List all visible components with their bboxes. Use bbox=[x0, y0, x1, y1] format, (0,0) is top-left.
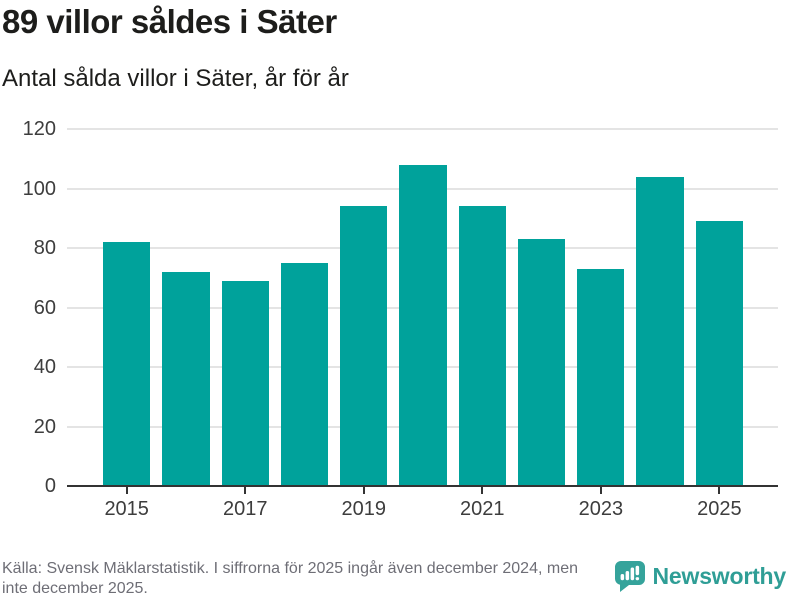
chart-title: 89 villor såldes i Säter bbox=[2, 3, 337, 40]
x-tick-label-2021: 2021 bbox=[460, 498, 505, 520]
bar-2023 bbox=[577, 268, 625, 486]
newsworthy-brand: Newsworthy bbox=[614, 561, 787, 592]
plot-area bbox=[67, 128, 778, 494]
source-note: Källa: Svensk Mäklarstatistik. I siffror… bbox=[2, 560, 578, 597]
x-tick-label-2023: 2023 bbox=[578, 498, 624, 520]
y-tick-label-0: 0 bbox=[44, 475, 56, 497]
gridline-120 bbox=[67, 128, 778, 130]
bar-2020 bbox=[399, 164, 447, 486]
x-tick-2021 bbox=[481, 486, 484, 494]
x-tick-2017 bbox=[244, 486, 247, 494]
y-tick-label-80: 80 bbox=[33, 237, 56, 259]
bar-2025 bbox=[695, 221, 744, 486]
footer: Källa: Svensk Mäklarstatistik. I siffror… bbox=[2, 559, 798, 600]
newsworthy-wordmark: Newsworthy bbox=[652, 563, 787, 589]
chart-subtitle: Antal sålda villor i Säter, år för år bbox=[2, 65, 349, 92]
x-tick-label-2015: 2015 bbox=[104, 498, 149, 520]
x-tick-label-2017: 2017 bbox=[222, 498, 268, 520]
x-tick-2023 bbox=[599, 486, 602, 494]
x-axis-line bbox=[67, 485, 778, 487]
bar-2024 bbox=[636, 176, 684, 486]
bar-2022 bbox=[517, 239, 566, 486]
newsworthy-logo-icon bbox=[614, 561, 645, 592]
x-tick-2015 bbox=[125, 486, 128, 494]
y-tick-label-40: 40 bbox=[33, 356, 56, 378]
bar-2021 bbox=[458, 206, 506, 486]
bar-2016 bbox=[162, 271, 210, 486]
x-tick-label-2019: 2019 bbox=[341, 498, 387, 520]
y-axis-labels: 0 20 40 60 80 100 120 bbox=[0, 119, 56, 496]
y-tick-label-20: 20 bbox=[33, 415, 56, 438]
bar-2015 bbox=[103, 242, 151, 486]
x-tick-2019 bbox=[362, 486, 365, 494]
y-tick-label-120: 120 bbox=[22, 118, 56, 140]
bar-2019 bbox=[340, 206, 388, 486]
x-tick-2025 bbox=[718, 486, 721, 494]
y-tick-label-60: 60 bbox=[33, 296, 56, 319]
bar-2017 bbox=[221, 280, 269, 486]
y-tick-label-100: 100 bbox=[22, 177, 56, 200]
x-axis-labels: 2015 2017 2019 2021 2023 2025 bbox=[67, 499, 778, 525]
x-tick-label-2025: 2025 bbox=[697, 498, 742, 520]
bar-2018 bbox=[280, 262, 329, 486]
